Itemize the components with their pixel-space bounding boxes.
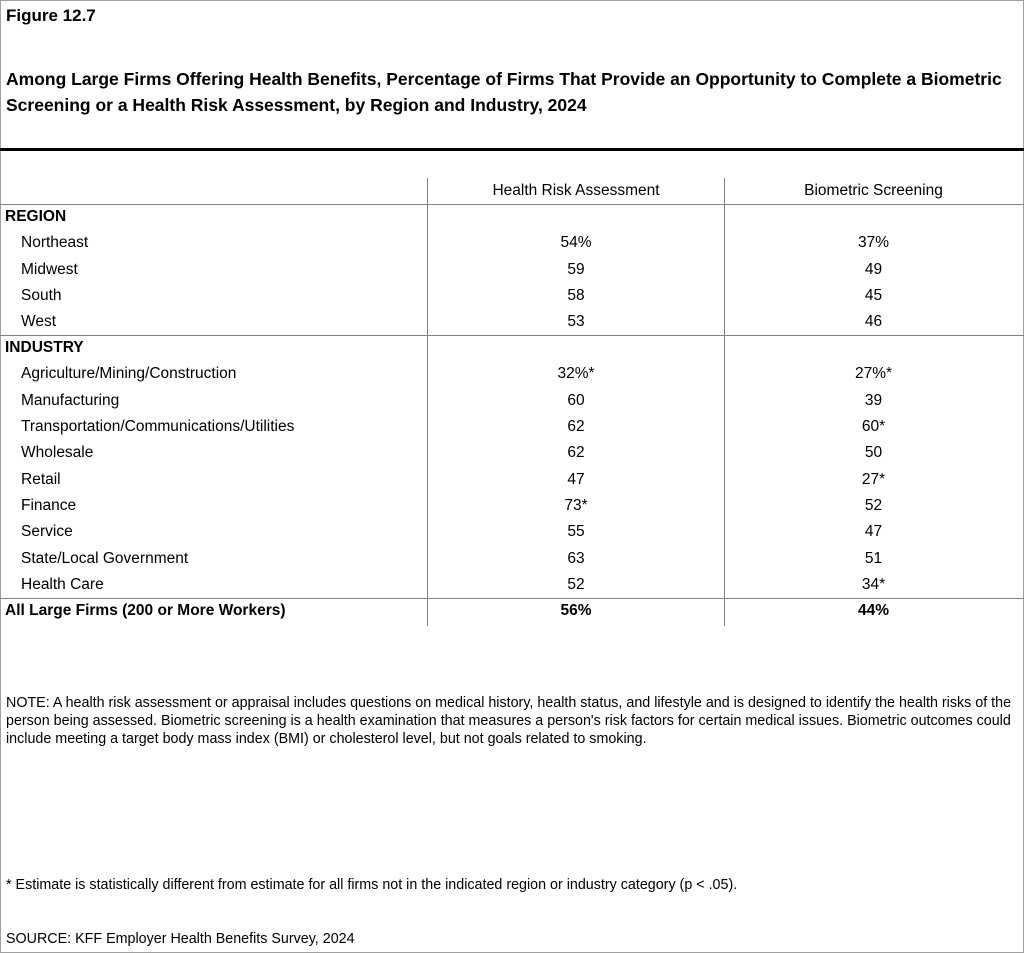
header-row: Health Risk Assessment Biometric Screeni… [0,178,1024,204]
table-row: West 53 46 [0,309,1024,335]
cell-biometric-screening: 50 [864,444,883,462]
row-label: Manufacturing [21,391,120,409]
row-label: Midwest [21,260,78,278]
total-health-risk-assessment: 56% [560,602,592,620]
total-divider [0,598,1024,599]
table-row: Health Care 52 34* [0,572,1024,598]
cell-biometric-screening: 27%* [854,365,893,383]
cell-health-risk-assessment: 73* [564,496,588,514]
cell-health-risk-assessment: 47 [567,470,585,488]
total-biometric-screening: 44% [857,602,890,620]
column-header: Health Risk Assessment [492,182,660,200]
cell-biometric-screening: 37% [857,234,890,252]
row-label: West [21,313,57,331]
section-label: INDUSTRY [5,339,84,357]
table-row: Agriculture/Mining/Construction 32%* 27%* [0,361,1024,387]
column-header: Biometric Screening [804,182,943,200]
table-row: Finance 73* 52 [0,493,1024,519]
section-header-row: REGION [0,204,1024,230]
cell-health-risk-assessment: 53 [567,313,585,331]
cell-health-risk-assessment: 62 [567,444,585,462]
cell-health-risk-assessment: 62 [567,418,585,436]
cell-biometric-screening: 49 [864,260,883,278]
cell-health-risk-assessment: 59 [567,260,585,278]
section-label: REGION [5,208,67,226]
table-row: Retail 47 27* [0,467,1024,493]
cell-biometric-screening: 45 [864,287,883,305]
cell-health-risk-assessment: 55 [567,523,585,541]
figure-label: Figure 12.7 [6,6,96,25]
footnote: * Estimate is statistically different fr… [6,877,738,893]
section-header-row: INDUSTRY [0,335,1024,361]
row-label: Finance [21,496,77,514]
cell-health-risk-assessment: 58 [567,287,585,305]
section-divider [0,335,1024,336]
cell-biometric-screening: 39 [864,391,883,409]
row-label: Health Care [21,575,104,593]
table-row: Transportation/Communications/Utilities 6… [0,414,1024,440]
row-label: State/Local Government [21,549,189,567]
row-label: Retail [21,470,61,488]
row-label: South [21,287,62,305]
column-divider [427,178,428,626]
cell-biometric-screening: 34* [861,575,886,593]
cell-biometric-screening: 52 [864,496,883,514]
title-divider [0,148,1024,151]
table-row: Manufacturing 60 39 [0,388,1024,414]
row-label: Northeast [21,234,89,252]
cell-health-risk-assessment: 60 [567,391,585,409]
cell-biometric-screening: 46 [864,313,883,331]
cell-biometric-screening: 47 [864,523,883,541]
cell-health-risk-assessment: 32%* [557,365,595,383]
figure-title: Among Large Firms Offering Health Benefi… [6,69,1002,115]
table-row: Midwest 59 49 [0,257,1024,283]
header-divider [0,204,1024,205]
total-label: All Large Firms (200 or More Workers) [5,602,286,620]
row-label: Transportation/Communications/Utilities [21,418,295,436]
source: SOURCE: KFF Employer Health Benefits Sur… [6,931,355,947]
cell-biometric-screening: 60* [861,418,886,436]
cell-health-risk-assessment: 63 [567,549,585,567]
column-divider [724,178,725,626]
note: NOTE: A health risk assessment or apprai… [6,695,1012,747]
table-row: Wholesale 62 50 [0,440,1024,466]
total-row: All Large Firms (200 or More Workers) 56%… [0,598,1024,624]
cell-biometric-screening: 51 [864,549,883,567]
row-label: Service [21,523,73,541]
cell-biometric-screening: 27* [861,470,886,488]
row-label: Wholesale [21,444,94,462]
cell-health-risk-assessment: 52 [567,575,585,593]
cell-health-risk-assessment: 54% [560,234,592,252]
table-row: Service 55 47 [0,519,1024,545]
table-row: State/Local Government 63 51 [0,545,1024,571]
row-label: Agriculture/Mining/Construction [21,365,237,383]
table-row: Northeast 54% 37% [0,230,1024,256]
table-row: South 58 45 [0,283,1024,309]
